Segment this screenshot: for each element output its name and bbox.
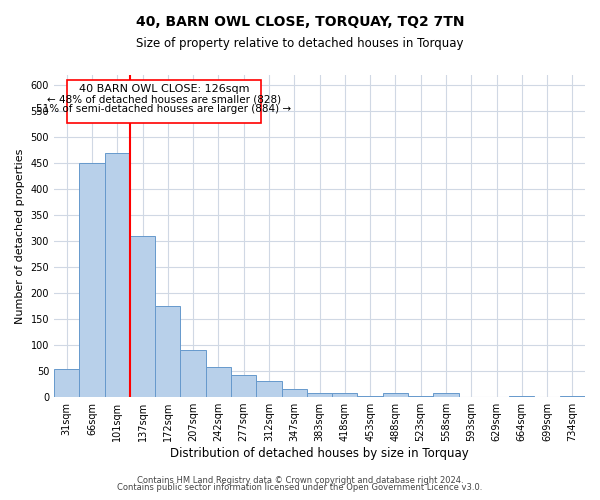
- X-axis label: Distribution of detached houses by size in Torquay: Distribution of detached houses by size …: [170, 447, 469, 460]
- Bar: [206, 367, 231, 397]
- Bar: [181, 350, 206, 397]
- Y-axis label: Number of detached properties: Number of detached properties: [15, 148, 25, 324]
- Bar: [408, 396, 433, 397]
- Bar: [433, 393, 458, 397]
- Text: ← 48% of detached houses are smaller (828): ← 48% of detached houses are smaller (82…: [47, 94, 281, 104]
- Bar: [155, 306, 181, 397]
- Bar: [231, 376, 256, 397]
- FancyBboxPatch shape: [67, 80, 262, 124]
- Bar: [383, 394, 408, 397]
- Bar: [458, 396, 484, 397]
- Bar: [509, 396, 535, 397]
- Bar: [358, 396, 383, 397]
- Bar: [256, 382, 281, 397]
- Text: 40, BARN OWL CLOSE, TORQUAY, TQ2 7TN: 40, BARN OWL CLOSE, TORQUAY, TQ2 7TN: [136, 15, 464, 29]
- Text: 40 BARN OWL CLOSE: 126sqm: 40 BARN OWL CLOSE: 126sqm: [79, 84, 249, 94]
- Text: Contains public sector information licensed under the Open Government Licence v3: Contains public sector information licen…: [118, 484, 482, 492]
- Bar: [104, 153, 130, 397]
- Bar: [307, 394, 332, 397]
- Text: 51% of semi-detached houses are larger (884) →: 51% of semi-detached houses are larger (…: [37, 104, 292, 114]
- Bar: [560, 396, 585, 397]
- Bar: [281, 390, 307, 397]
- Bar: [332, 393, 358, 397]
- Bar: [130, 236, 155, 397]
- Bar: [79, 164, 104, 397]
- Text: Contains HM Land Registry data © Crown copyright and database right 2024.: Contains HM Land Registry data © Crown c…: [137, 476, 463, 485]
- Text: Size of property relative to detached houses in Torquay: Size of property relative to detached ho…: [136, 38, 464, 51]
- Bar: [54, 368, 79, 397]
